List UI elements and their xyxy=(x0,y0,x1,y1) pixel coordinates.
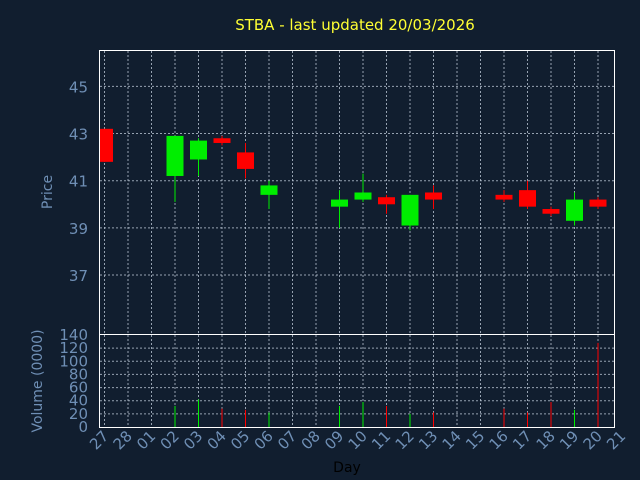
x-tick-label: 14 xyxy=(439,427,465,453)
x-tick-label: 20 xyxy=(580,427,606,453)
candle-02 xyxy=(166,135,184,202)
candle-13 xyxy=(425,185,442,210)
price-tick-label: 37 xyxy=(69,267,88,285)
x-axis-label: Day xyxy=(333,460,361,476)
x-tick-label: 05 xyxy=(227,427,253,453)
x-tick-label: 21 xyxy=(603,427,629,453)
x-tick-label: 01 xyxy=(133,427,159,453)
price-tick-label: 41 xyxy=(69,173,88,191)
x-tick-label: 27 xyxy=(86,427,112,453)
x-tick-label: 17 xyxy=(509,427,535,453)
x-tick-label: 06 xyxy=(251,427,277,453)
price-axis-label: Price xyxy=(40,175,56,209)
candle-27 xyxy=(100,128,113,162)
price-tick-label: 39 xyxy=(69,220,88,238)
candle-body xyxy=(190,140,207,160)
x-tick-label: 13 xyxy=(415,427,441,453)
x-tick-label: 09 xyxy=(321,427,347,453)
candle-body xyxy=(100,128,113,162)
candle-10 xyxy=(354,173,372,202)
candle-05 xyxy=(237,142,254,179)
x-tick-label: 02 xyxy=(157,427,183,453)
candle-body xyxy=(589,199,607,207)
candle-body xyxy=(495,194,513,200)
chart-title: STBA - last updated 20/03/2026 xyxy=(235,16,475,34)
candle-body xyxy=(401,194,419,226)
candle-body xyxy=(519,190,536,207)
price-tick-label: 45 xyxy=(69,78,88,96)
volume-tick-label: 60 xyxy=(69,379,88,397)
price-y-ticks: 37 39 41 43 45 xyxy=(69,78,88,285)
volume-tick-label: 140 xyxy=(59,326,88,344)
x-tick-label: 04 xyxy=(204,427,230,453)
candle-18 xyxy=(542,206,560,217)
volume-bars xyxy=(174,342,599,427)
x-tick-label: 16 xyxy=(486,427,512,453)
x-tick-label: 19 xyxy=(556,427,582,453)
candle-body xyxy=(213,138,231,143)
candle-12 xyxy=(401,194,419,231)
candle-body xyxy=(425,192,442,200)
volume-tick-label: 100 xyxy=(59,352,88,370)
volume-tick-label: 40 xyxy=(69,392,88,410)
volume-grid xyxy=(100,335,614,427)
x-tick-label: 12 xyxy=(392,427,418,453)
x-tick-label: 15 xyxy=(462,427,488,453)
volume-tick-label: 80 xyxy=(69,365,88,383)
candle-body xyxy=(260,185,278,195)
candle-body xyxy=(166,135,184,176)
candle-body xyxy=(542,209,560,214)
candle-06 xyxy=(260,180,278,210)
volume-panel-frame xyxy=(99,334,615,428)
candle-body xyxy=(378,197,395,205)
candle-16 xyxy=(495,190,513,202)
x-tick-label: 07 xyxy=(274,427,300,453)
candle-body xyxy=(331,199,348,207)
x-tick-label: 28 xyxy=(110,427,136,453)
price-tick-label: 43 xyxy=(69,126,88,144)
x-tick-label: 11 xyxy=(368,427,394,453)
volume-axis-label: Volume (0000) xyxy=(30,329,46,432)
x-ticks: 2728010203040506070809101112131415161718… xyxy=(86,427,629,453)
volume-tick-label: 20 xyxy=(69,405,88,423)
x-tick-label: 18 xyxy=(533,427,559,453)
candle-04 xyxy=(213,135,231,146)
candle-17 xyxy=(519,180,536,210)
x-tick-label: 03 xyxy=(180,427,206,453)
candle-09 xyxy=(331,190,348,228)
candle-body xyxy=(237,152,254,169)
volume-tick-label: 120 xyxy=(59,339,88,357)
candle-11 xyxy=(378,194,395,214)
volume-tick-label: 0 xyxy=(78,418,88,436)
candles xyxy=(100,128,607,231)
candle-body xyxy=(566,199,583,221)
candle-03 xyxy=(190,138,207,176)
candle-19 xyxy=(566,192,583,226)
candle-body xyxy=(354,192,372,200)
candle-20 xyxy=(589,197,607,210)
x-tick-label: 10 xyxy=(345,427,371,453)
x-tick-label: 08 xyxy=(298,427,324,453)
